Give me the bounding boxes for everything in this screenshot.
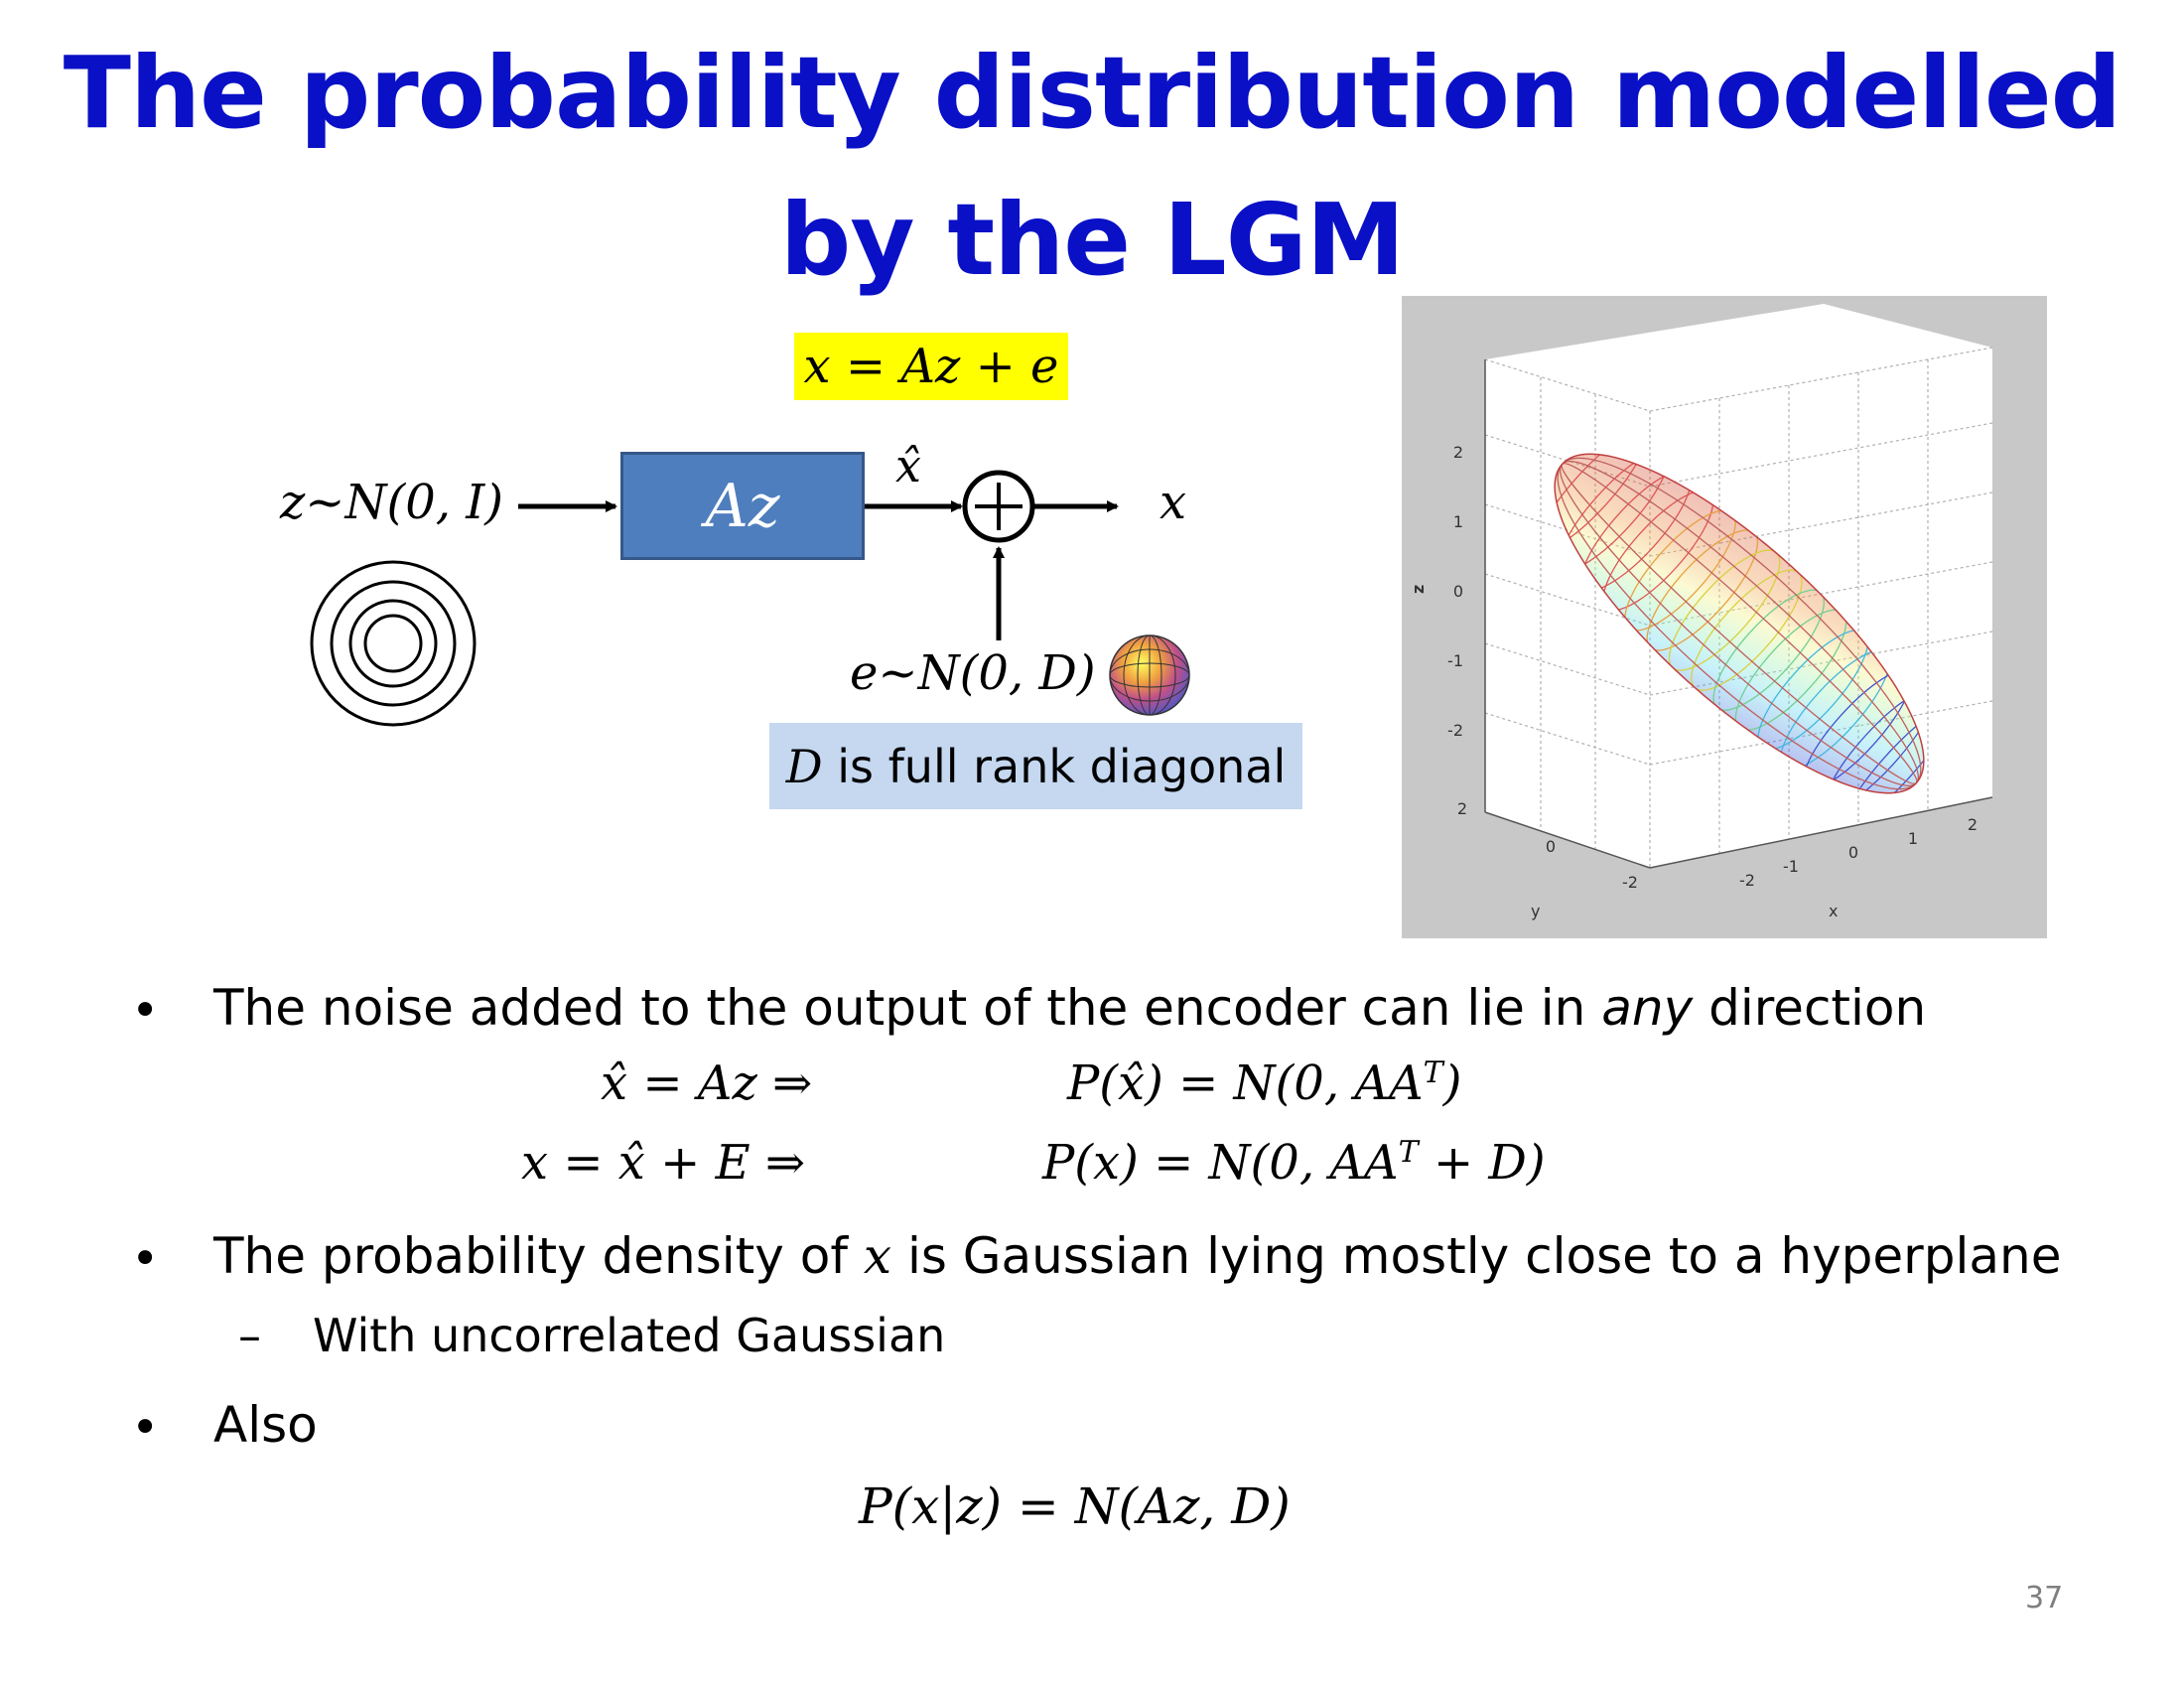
y-tick-labels: 2 0 -2	[1457, 799, 1638, 892]
bullet-1-text-after: direction	[1693, 979, 1927, 1037]
concentric-circles-icon	[310, 560, 477, 727]
ellipsoid-plot-svg: 2 1 0 -1 -2 z 2 0 -2 y -2 -1 0 1 2 x	[1402, 296, 2047, 938]
y-tick: 0	[1546, 837, 1556, 856]
diagonal-note-text: is full rank diagonal	[822, 739, 1287, 793]
input-distribution-label: z~N(0, I)	[280, 475, 503, 530]
equation-1-right-main: P(x̂) = N(0, AA	[1067, 1055, 1424, 1111]
circled-plus-icon	[962, 470, 1035, 543]
noise-distribution-label: e~N(0, D)	[850, 645, 1096, 701]
ellipsoid-surface	[1537, 431, 1952, 826]
z-axis-label: z	[1409, 585, 1428, 594]
equation-2-right: P(x) = N(0, AAT + D)	[1042, 1135, 1546, 1191]
plot-box-edges	[1484, 359, 1993, 869]
slide-title-line-2: by the LGM	[779, 182, 1406, 298]
z-tick: 0	[1453, 582, 1463, 601]
x-axis-label: x	[1829, 902, 1838, 920]
bullet-1-emphasis: any	[1601, 979, 1694, 1037]
plot-face-top	[1485, 304, 1992, 411]
equation-1-right-sup: T	[1423, 1055, 1443, 1090]
model-equation: x = Az + e	[794, 333, 1068, 400]
y-axis-label: y	[1531, 902, 1540, 920]
sub-bullet-marker: –	[238, 1309, 261, 1362]
bullet-2-text-before: The probability density of	[213, 1227, 864, 1285]
slide-title-line-1: The probability distribution modelled	[63, 35, 2122, 151]
z-tick: 1	[1453, 512, 1463, 531]
xhat-label: x̂	[895, 439, 921, 492]
diagonal-note: D is full rank diagonal	[769, 723, 1302, 809]
page-number: 37	[2025, 1581, 2064, 1616]
equation-2-left: x = x̂ + E ⇒	[521, 1135, 806, 1191]
x-tick: -2	[1739, 871, 1755, 890]
x-tick-labels: -2 -1 0 1 2	[1739, 815, 1978, 890]
output-label: x	[1160, 475, 1187, 530]
equation-3: P(x|z) = N(Az, D)	[859, 1477, 1291, 1535]
diagonal-note-var: D	[785, 739, 823, 793]
y-tick: 2	[1457, 799, 1467, 818]
bullet-2: The probability density of x is Gaussian…	[213, 1227, 2061, 1285]
slide-title: The probability distribution modelled by…	[0, 20, 2184, 314]
x-tick: 2	[1968, 815, 1978, 834]
sub-bullet-1: With uncorrelated Gaussian	[313, 1309, 946, 1362]
equation-2-right-end: + D)	[1418, 1135, 1546, 1191]
equation-1-right: P(x̂) = N(0, AAT)	[1067, 1055, 1461, 1111]
encoder-box-label: Az	[705, 471, 780, 541]
x-tick: -1	[1783, 857, 1799, 876]
equation-1-left: x̂ = Az ⇒	[601, 1055, 813, 1111]
z-tick-labels: 2 1 0 -1 -2	[1447, 443, 1463, 740]
bullet-3: Also	[213, 1396, 318, 1454]
bullet-2-var: x	[863, 1227, 892, 1285]
z-tick: -2	[1447, 721, 1463, 740]
x-tick: 1	[1908, 829, 1918, 848]
bullet-marker: •	[131, 1231, 160, 1287]
equation-1-right-end: )	[1442, 1055, 1462, 1111]
bullet-marker: •	[131, 983, 160, 1039]
y-tick: -2	[1622, 873, 1638, 892]
bullet-1: The noise added to the output of the enc…	[213, 979, 1926, 1037]
colored-sphere-icon	[1109, 634, 1190, 716]
ellipsoid-3d-plot: 2 1 0 -1 -2 z 2 0 -2 y -2 -1 0 1 2 x	[1402, 296, 2047, 938]
equation-2-right-main: P(x) = N(0, AA	[1042, 1135, 1399, 1191]
bullet-marker: •	[131, 1400, 160, 1456]
equation-2-right-sup: T	[1398, 1135, 1419, 1170]
x-tick: 0	[1848, 843, 1858, 862]
z-tick: -1	[1447, 651, 1463, 670]
bullet-1-text-before: The noise added to the output of the enc…	[213, 979, 1602, 1037]
bullet-2-text-after: is Gaussian lying mostly close to a hype…	[891, 1227, 2062, 1285]
z-tick: 2	[1453, 443, 1463, 462]
encoder-box: Az	[620, 452, 865, 560]
